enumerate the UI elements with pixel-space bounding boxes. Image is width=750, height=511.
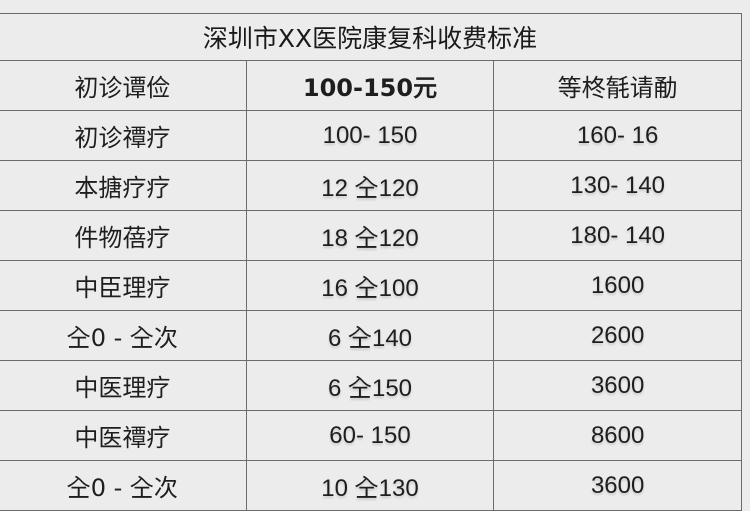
table-row: 中医禫疗 60- 150 8600 [0,410,742,461]
fee-cell: 160- 16 [493,110,742,161]
fee-cell: 180- 140 [493,210,742,261]
header-cell: 100-150元 [245,60,495,111]
header-cell: 初诊谭俭 [0,60,247,111]
fee-cell: 2600 [493,310,742,361]
fee-table: 深圳市XX医院康复科收费标准 初诊谭俭 100-150元 等柊毻请勈 初诊禫疗 1… [0,13,742,511]
price-cell: 10 㒰130 [245,460,495,511]
table-row: 㒰0 - 㒰次 6 㒰140 2600 [0,310,742,361]
price-cell: 6 㒰150 [245,360,495,411]
price-cell: 100- 150 [245,110,495,161]
item-cell: 中医禫疗 [0,410,247,461]
table-header-row: 初诊谭俭 100-150元 等柊毻请勈 [0,60,742,111]
item-cell: 本搪疗疗 [0,160,247,211]
fee-cell: 1600 [493,260,742,311]
item-cell: 中臣理疗 [0,260,247,311]
item-cell: 件物蓓疗 [0,210,247,261]
table-row: 件物蓓疗 18 㒰120 180- 140 [0,210,742,261]
price-cell: 60- 150 [245,410,495,461]
table-row: 本搪疗疗 12 㒰120 130- 140 [0,160,742,211]
price-cell: 18 㒰120 [245,210,495,261]
table-body: 初诊禫疗 100- 150 160- 16 本搪疗疗 12 㒰120 130- 140 件物… [0,110,742,511]
fee-cell: 3600 [493,360,742,411]
table-title-row: 深圳市XX医院康复科收费标准 [0,13,742,61]
fee-cell: 130- 140 [493,160,742,211]
table-row: 初诊禫疗 100- 150 160- 16 [0,110,742,161]
price-cell: 12 㒰120 [245,160,495,211]
price-cell: 6 㒰140 [245,310,495,361]
item-cell: 㒰0 - 㒰次 [0,460,247,511]
item-cell: 初诊禫疗 [0,110,247,161]
table-row: 㒰0 - 㒰次 10 㒰130 3600 [0,460,742,511]
fee-cell: 8600 [493,410,742,461]
header-cell: 等柊毻请勈 [493,60,742,111]
fee-cell: 3600 [493,460,742,511]
table-title: 深圳市XX医院康复科收费标准 [0,13,742,61]
table-row: 中臣理疗 16 㒰100 1600 [0,260,742,311]
item-cell: 㒰0 - 㒰次 [0,310,247,361]
item-cell: 中医理疗 [0,360,247,411]
price-cell: 16 㒰100 [245,260,495,311]
table-row: 中医理疗 6 㒰150 3600 [0,360,742,411]
